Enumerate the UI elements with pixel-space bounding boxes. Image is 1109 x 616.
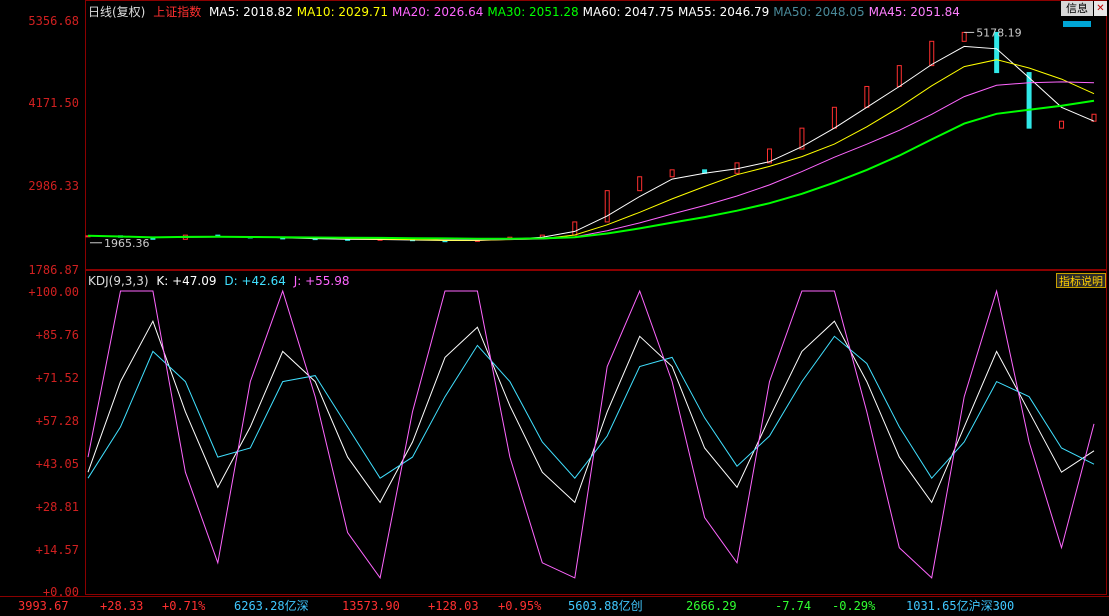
sz-index-value[interactable]: 13573.90 xyxy=(342,599,400,613)
price-candle xyxy=(637,176,643,192)
scroll-arrows-icon[interactable] xyxy=(1063,21,1091,27)
sz-index-change: +128.03 xyxy=(428,599,479,613)
sh-index-change: +28.33 xyxy=(100,599,144,613)
y-label-kdj: +57.28 xyxy=(35,414,79,428)
sz-index-pct: +0.95% xyxy=(498,599,542,613)
price-candle xyxy=(669,169,675,178)
y-label-kdj: +100.00 xyxy=(28,285,79,299)
kdj-k-value: K: +47.09 xyxy=(156,274,217,288)
price-candle xyxy=(896,65,902,87)
cy-index-pct: -0.29% xyxy=(832,599,876,613)
kdj-j-value: J: +55.98 xyxy=(293,274,350,288)
price-candle xyxy=(929,40,935,67)
high-marker-label: 5178.19 xyxy=(976,26,1022,39)
price-candle xyxy=(994,31,1000,74)
kdj-d-value: D: +42.64 xyxy=(224,274,286,288)
y-label-main: 4171.50 xyxy=(28,96,79,110)
price-candle xyxy=(1026,72,1032,129)
ma-legend-item: MA5: 2018.82 xyxy=(209,5,293,19)
sh-index-pct: +0.71% xyxy=(162,599,206,613)
y-label-main: 5356.68 xyxy=(28,14,79,28)
sz-volume: 5603.88亿创 xyxy=(568,599,643,613)
period-label[interactable]: 日线(复权) xyxy=(88,5,146,19)
kdj-title[interactable]: KDJ(9,3,3) xyxy=(88,274,149,288)
ma-legend-item: MA50: 2048.05 xyxy=(773,5,865,19)
moving-average-line xyxy=(87,45,1095,241)
index-name: 上证指数 xyxy=(153,5,202,19)
ma-legend-item: MA20: 2026.64 xyxy=(392,5,484,19)
price-candle xyxy=(961,31,967,42)
market-status-bar: 3993.67 +28.33 +0.71% 6263.28亿深 13573.90… xyxy=(0,596,1109,616)
low-marker-label: 1965.36 xyxy=(104,237,150,250)
hs300-volume: 1031.65亿沪深300 xyxy=(906,599,1015,613)
indicator-explain-button[interactable]: 指标说明 xyxy=(1056,273,1106,288)
price-candle xyxy=(572,221,578,236)
kdj-header: KDJ(9,3,3) K: +47.09 D: +42.64 J: +55.98 xyxy=(88,274,354,288)
y-label-kdj: +14.57 xyxy=(35,543,79,557)
moving-average-line xyxy=(87,99,1095,240)
kdj-j-line xyxy=(87,289,1095,580)
price-candle xyxy=(864,85,870,108)
y-label-main: 1786.87 xyxy=(28,263,79,277)
cy-index-change: -7.74 xyxy=(775,599,812,613)
main-header: 日线(复权) 上证指数 MA5: 2018.82 MA10: 2029.71 MA2… xyxy=(88,3,968,20)
price-candle xyxy=(831,106,837,129)
cy-index-value[interactable]: 2666.29 xyxy=(686,599,737,613)
y-label-main: 2986.33 xyxy=(28,179,79,193)
ma-legend-item: MA10: 2029.71 xyxy=(296,5,389,19)
price-candle xyxy=(1059,120,1065,129)
moving-average-line xyxy=(87,59,1095,241)
y-label-kdj: +28.81 xyxy=(35,500,79,514)
kdj-chart-panel[interactable] xyxy=(85,270,1107,595)
ma-legend-item: MA60: 2047.75 xyxy=(582,5,674,19)
y-label-kdj: +43.05 xyxy=(35,457,79,471)
price-candle xyxy=(799,127,805,150)
sh-index-value[interactable]: 3993.67 xyxy=(18,599,69,613)
y-label-kdj: +71.52 xyxy=(35,371,79,385)
y-label-kdj: +0.00 xyxy=(42,585,79,599)
ma-legend-item: MA30: 2051.28 xyxy=(487,5,579,19)
price-candle xyxy=(604,190,610,223)
ma-legend-item: MA55: 2046.79 xyxy=(677,5,770,19)
kdj-d-line xyxy=(87,335,1095,480)
price-chart-panel[interactable] xyxy=(85,0,1107,270)
info-button[interactable]: 信息 xyxy=(1061,1,1093,16)
y-label-kdj: +85.76 xyxy=(35,328,79,342)
close-icon[interactable]: ✕ xyxy=(1094,1,1107,16)
ma-legend: MA5: 2018.82 MA10: 2029.71 MA20: 2026.64 MA… xyxy=(209,5,964,19)
sh-volume: 6263.28亿深 xyxy=(234,599,309,613)
ma-legend-item: MA45: 2051.84 xyxy=(868,5,960,19)
moving-average-line xyxy=(87,81,1095,241)
price-candle xyxy=(766,148,772,164)
